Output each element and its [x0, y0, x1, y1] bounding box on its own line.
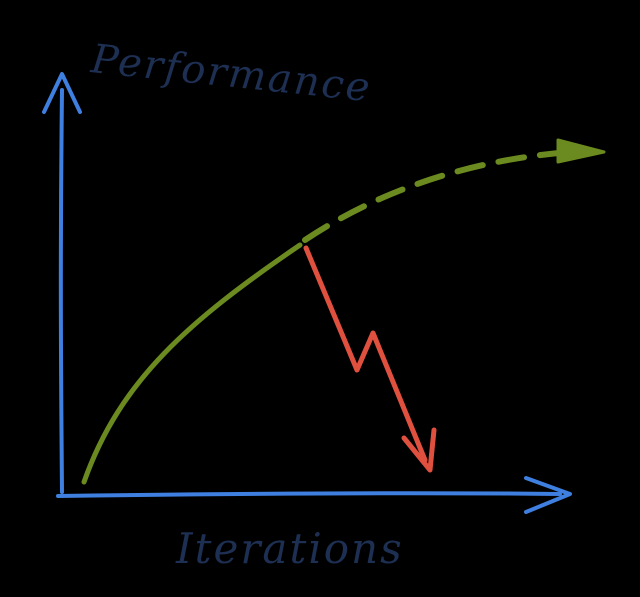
growth-curve — [81, 242, 303, 485]
projected-growth-curve — [302, 149, 573, 243]
y-axis-label: Performance — [88, 36, 374, 111]
crash-arrowhead-icon — [401, 427, 437, 473]
x-axis-arrowhead-icon — [524, 476, 572, 514]
projection-arrowhead-icon — [556, 138, 606, 164]
y-axis-line — [58, 88, 64, 494]
x-axis-label: Iterations — [175, 524, 404, 573]
crash-arrow-line — [303, 245, 428, 463]
x-axis-line — [56, 491, 562, 498]
y-axis-arrowhead-icon — [42, 72, 82, 114]
